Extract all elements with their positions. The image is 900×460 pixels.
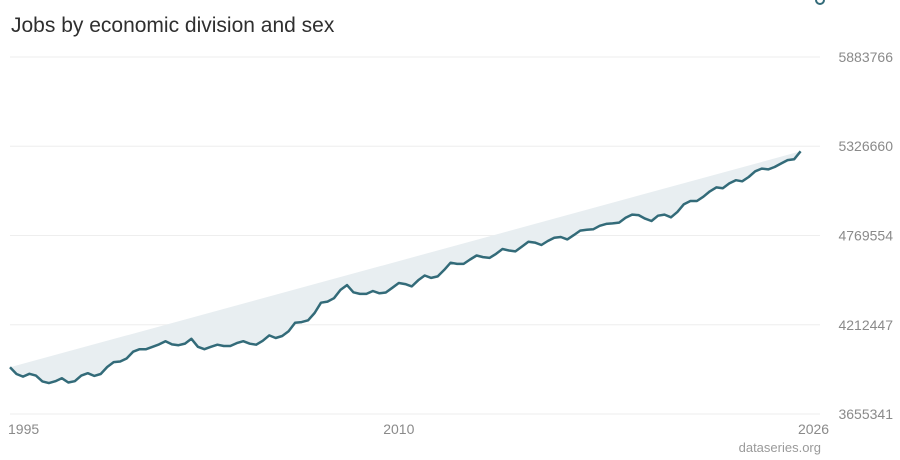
x-tick-label: 1995 bbox=[8, 421, 39, 437]
gridlines bbox=[10, 56, 820, 415]
y-tick-label: 4769554 bbox=[838, 227, 893, 243]
y-axis-ticks: 5883766 5326660 4769554 4212447 3655341 bbox=[838, 49, 893, 422]
last-point-marker[interactable] bbox=[815, 0, 825, 5]
x-axis-ticks: 1995 2010 2026 bbox=[8, 421, 829, 437]
x-tick-label: 2010 bbox=[383, 421, 414, 437]
series-line bbox=[9, 150, 802, 385]
y-tick-label: 4212447 bbox=[838, 317, 893, 333]
source-label: dataseries.org bbox=[738, 440, 821, 455]
y-tick-label: 5883766 bbox=[838, 49, 893, 65]
chart-title: Jobs by economic division and sex bbox=[11, 14, 335, 37]
y-tick-label: 3655341 bbox=[838, 406, 893, 422]
x-tick-label: 2026 bbox=[798, 421, 829, 437]
y-tick-label: 5326660 bbox=[838, 138, 893, 154]
area-fill bbox=[10, 151, 801, 384]
